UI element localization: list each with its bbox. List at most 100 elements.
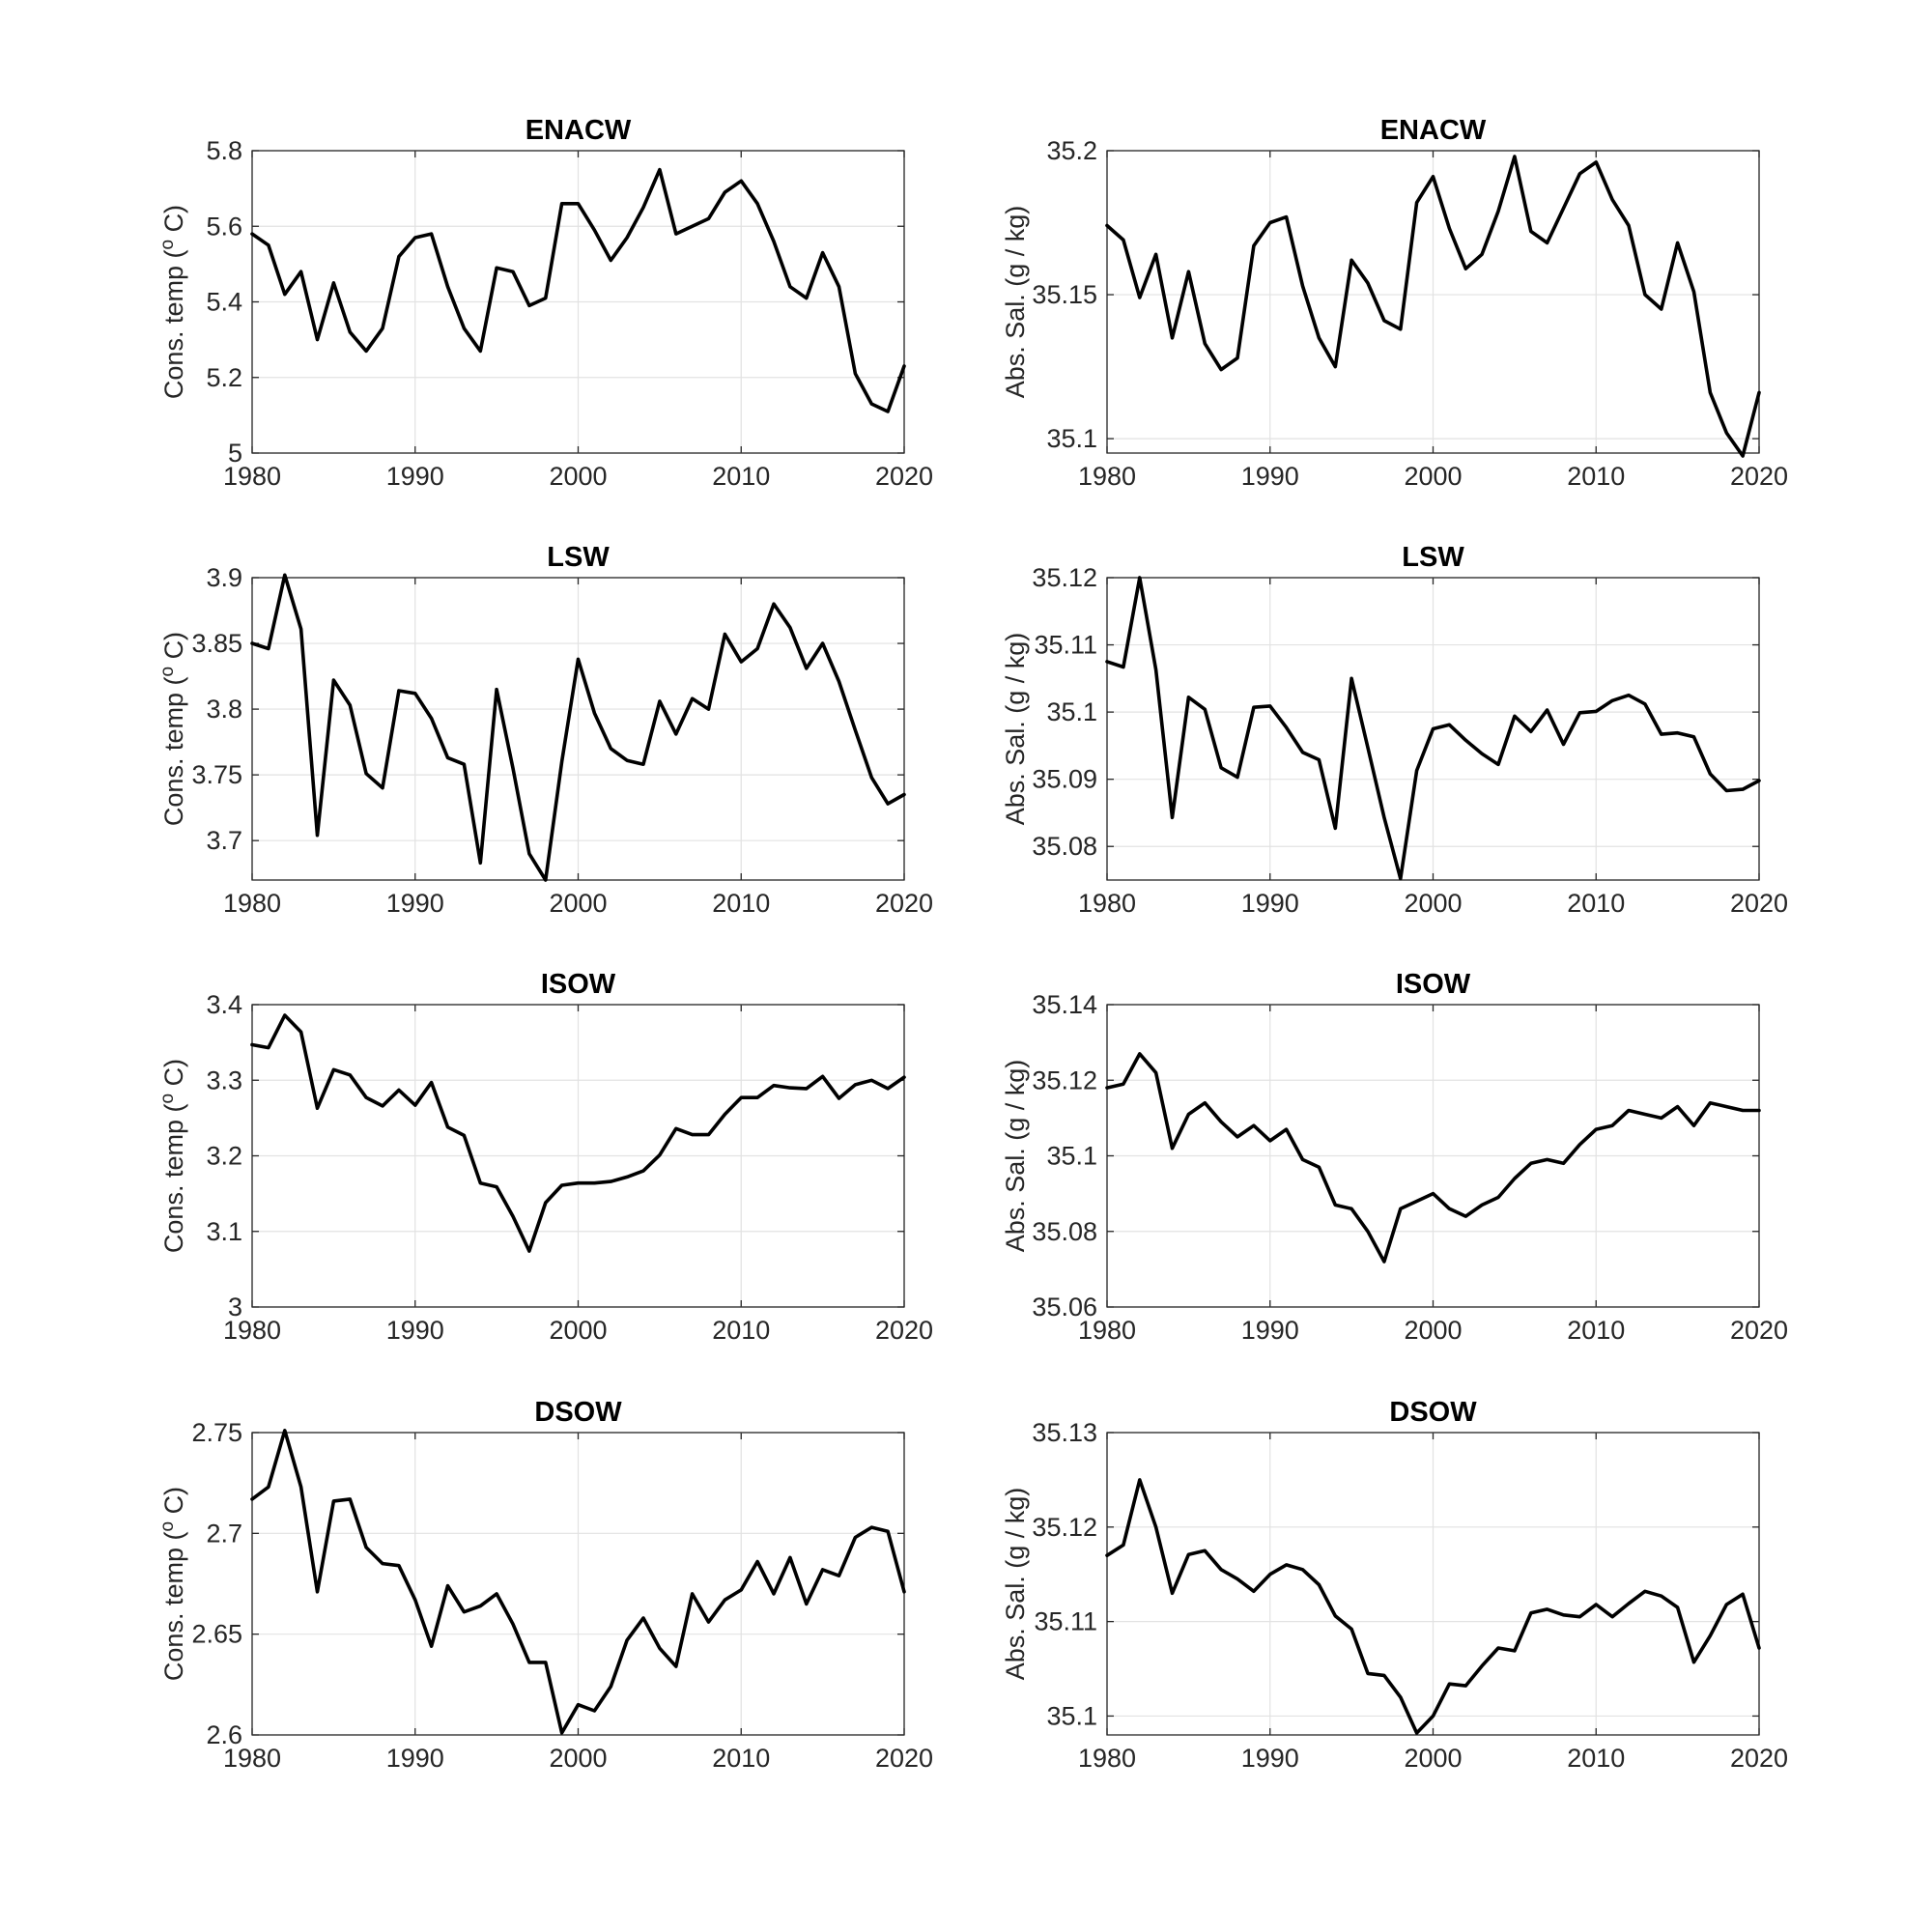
chart-8-y-tick-label: 35.11: [1034, 1607, 1097, 1636]
chart-1-x-tick-label: 2010: [712, 462, 770, 491]
chart-4-y-tick-label: 35.11: [1034, 631, 1097, 660]
chart-7: 1980 1990 2000 2010 2020 2.6 2.65 2.7 2.75 DSOW Co…: [157, 1397, 933, 1773]
chart-7-y-tick-label: 2.7: [206, 1519, 242, 1548]
chart-2-x-tick-label: 2020: [1730, 462, 1788, 491]
chart-8: 1980 1990 2000 2010 2020 35.1 35.11 35.12 35.13 D…: [1001, 1397, 1788, 1773]
chart-6-series-line: [1105, 1052, 1761, 1264]
chart-4-title: LSW: [1402, 542, 1464, 573]
chart-8-x-tick-label: 1980: [1078, 1744, 1136, 1773]
chart-5-x-tick-label: 1990: [386, 1316, 444, 1345]
chart-7-y-tick-label: 2.75: [191, 1418, 242, 1447]
chart-1-y-axis-label: Cons. temp (o C): [157, 205, 188, 399]
chart-4: 1980 1990 2000 2010 2020 35.08 35.09 35.1 35.11 3…: [1001, 542, 1788, 918]
chart-2-y-tick-label: 35.1: [1046, 424, 1097, 453]
chart-3-y-tick-label: 3.9: [206, 563, 242, 592]
chart-6-x-tick-label: 2020: [1730, 1316, 1788, 1345]
chart-1-series-line: [250, 167, 906, 413]
chart-2-x-tick-label: 1990: [1241, 462, 1299, 491]
chart-1-y-tick-label: 5.2: [206, 363, 242, 392]
chart-4-series-line: [1105, 576, 1761, 881]
chart-4-x-tick-label: 1980: [1078, 889, 1136, 918]
chart-2-axes-frame: [1106, 150, 1760, 454]
chart-1-x-tick-label: 2000: [549, 462, 607, 491]
chart-3-y-tick-label: 3.7: [206, 826, 242, 855]
chart-4-x-tick-label: 2000: [1404, 889, 1462, 918]
chart-5-y-tick-label: 3.1: [206, 1217, 242, 1246]
chart-8-y-tick-label: 35.1: [1046, 1701, 1097, 1730]
chart-7-title: DSOW: [534, 1397, 622, 1428]
chart-6-x-tick-label: 1980: [1078, 1316, 1136, 1345]
chart-2-x-tick-label: 2000: [1404, 462, 1462, 491]
chart-5-y-tick-label: 3.3: [206, 1065, 242, 1094]
chart-3: 1980 1990 2000 2010 2020 3.7 3.75 3.8 3.85 3.9 LSW…: [157, 542, 933, 918]
chart-7-x-tick-label: 2010: [712, 1744, 770, 1773]
chart-1-axes-frame: [251, 150, 905, 454]
chart-5-y-tick-label: 3.4: [206, 990, 242, 1019]
chart-5-x-tick-label: 1980: [223, 1316, 281, 1345]
chart-8-series-line: [1105, 1478, 1761, 1735]
chart-4-y-tick-label: 35.08: [1032, 832, 1097, 861]
chart-2-y-tick-label: 35.15: [1032, 280, 1097, 309]
chart-1-title: ENACW: [526, 115, 632, 146]
chart-5-x-tick-label: 2020: [875, 1316, 933, 1345]
chart-5-series-line: [250, 1013, 906, 1253]
chart-8-axes-frame: [1106, 1432, 1760, 1736]
chart-8-x-tick-label: 2000: [1404, 1744, 1462, 1773]
chart-3-y-tick-label: 3.8: [206, 695, 242, 724]
chart-4-axes-frame: [1106, 577, 1760, 881]
chart-5-axes-frame: [251, 1004, 905, 1308]
chart-2-y-axis-label: Abs. Sal. (g / kg): [1001, 206, 1030, 399]
chart-2: 1980 1990 2000 2010 2020 35.1 35.15 35.2 ENACW Ab…: [1001, 115, 1788, 491]
chart-1: 1980 1990 2000 2010 2020 5 5.2 5.4 5.6 5.8 ENACW Co…: [157, 115, 933, 491]
chart-2-series-line: [1105, 155, 1761, 458]
chart-1-y-tick-label: 5.6: [206, 212, 242, 241]
chart-7-y-tick-label: 2.65: [191, 1620, 242, 1649]
chart-6-y-tick-label: 35.14: [1032, 990, 1097, 1019]
chart-6-y-tick-label: 35.12: [1032, 1065, 1097, 1094]
chart-6-x-tick-label: 2000: [1404, 1316, 1462, 1345]
chart-4-x-tick-label: 2020: [1730, 889, 1788, 918]
chart-6-title: ISOW: [1396, 969, 1471, 1000]
chart-3-x-tick-label: 1980: [223, 889, 281, 918]
chart-7-x-tick-label: 2020: [875, 1744, 933, 1773]
chart-3-x-tick-label: 1990: [386, 889, 444, 918]
chart-3-y-axis-label: Cons. temp (o C): [157, 632, 188, 826]
chart-3-axes-frame: [251, 577, 905, 881]
chart-2-x-tick-label: 1980: [1078, 462, 1136, 491]
chart-2-title: ENACW: [1380, 115, 1487, 146]
chart-6-axes-frame: [1106, 1004, 1760, 1308]
chart-8-x-tick-label: 2020: [1730, 1744, 1788, 1773]
chart-3-x-tick-label: 2010: [712, 889, 770, 918]
chart-3-title: LSW: [547, 542, 610, 573]
chart-4-x-tick-label: 2010: [1567, 889, 1625, 918]
chart-5-y-tick-label: 3.2: [206, 1142, 242, 1171]
chart-3-x-tick-label: 2020: [875, 889, 933, 918]
chart-7-y-tick-label: 2.6: [206, 1720, 242, 1749]
chart-8-x-tick-label: 1990: [1241, 1744, 1299, 1773]
chart-8-x-tick-label: 2010: [1567, 1744, 1625, 1773]
chart-3-y-tick-label: 3.85: [191, 629, 242, 658]
chart-7-y-axis-label: Cons. temp (o C): [157, 1487, 188, 1681]
chart-6-x-tick-label: 1990: [1241, 1316, 1299, 1345]
chart-1-y-tick-label: 5: [228, 439, 242, 468]
chart-8-y-tick-label: 35.13: [1032, 1418, 1097, 1447]
chart-4-x-tick-label: 1990: [1241, 889, 1299, 918]
chart-8-y-tick-label: 35.12: [1032, 1513, 1097, 1542]
chart-2-y-tick-label: 35.2: [1046, 136, 1097, 165]
chart-8-title: DSOW: [1389, 1397, 1477, 1428]
chart-1-y-tick-label: 5.4: [206, 288, 242, 317]
chart-1-y-tick-label: 5.8: [206, 136, 242, 165]
chart-5-y-axis-label: Cons. temp (o C): [157, 1059, 188, 1253]
chart-7-x-tick-label: 1990: [386, 1744, 444, 1773]
chart-6-y-axis-label: Abs. Sal. (g / kg): [1001, 1060, 1030, 1253]
chart-1-x-tick-label: 1990: [386, 462, 444, 491]
chart-7-x-tick-label: 1980: [223, 1744, 281, 1773]
chart-7-series-line: [250, 1429, 906, 1735]
chart-5-x-tick-label: 2000: [549, 1316, 607, 1345]
chart-3-series-line: [250, 573, 906, 882]
chart-6: 1980 1990 2000 2010 2020 35.06 35.08 35.1 35.12 3…: [1001, 969, 1788, 1345]
chart-6-y-tick-label: 35.06: [1032, 1293, 1097, 1321]
chart-8-y-axis-label: Abs. Sal. (g / kg): [1001, 1488, 1030, 1681]
chart-6-x-tick-label: 2010: [1567, 1316, 1625, 1345]
